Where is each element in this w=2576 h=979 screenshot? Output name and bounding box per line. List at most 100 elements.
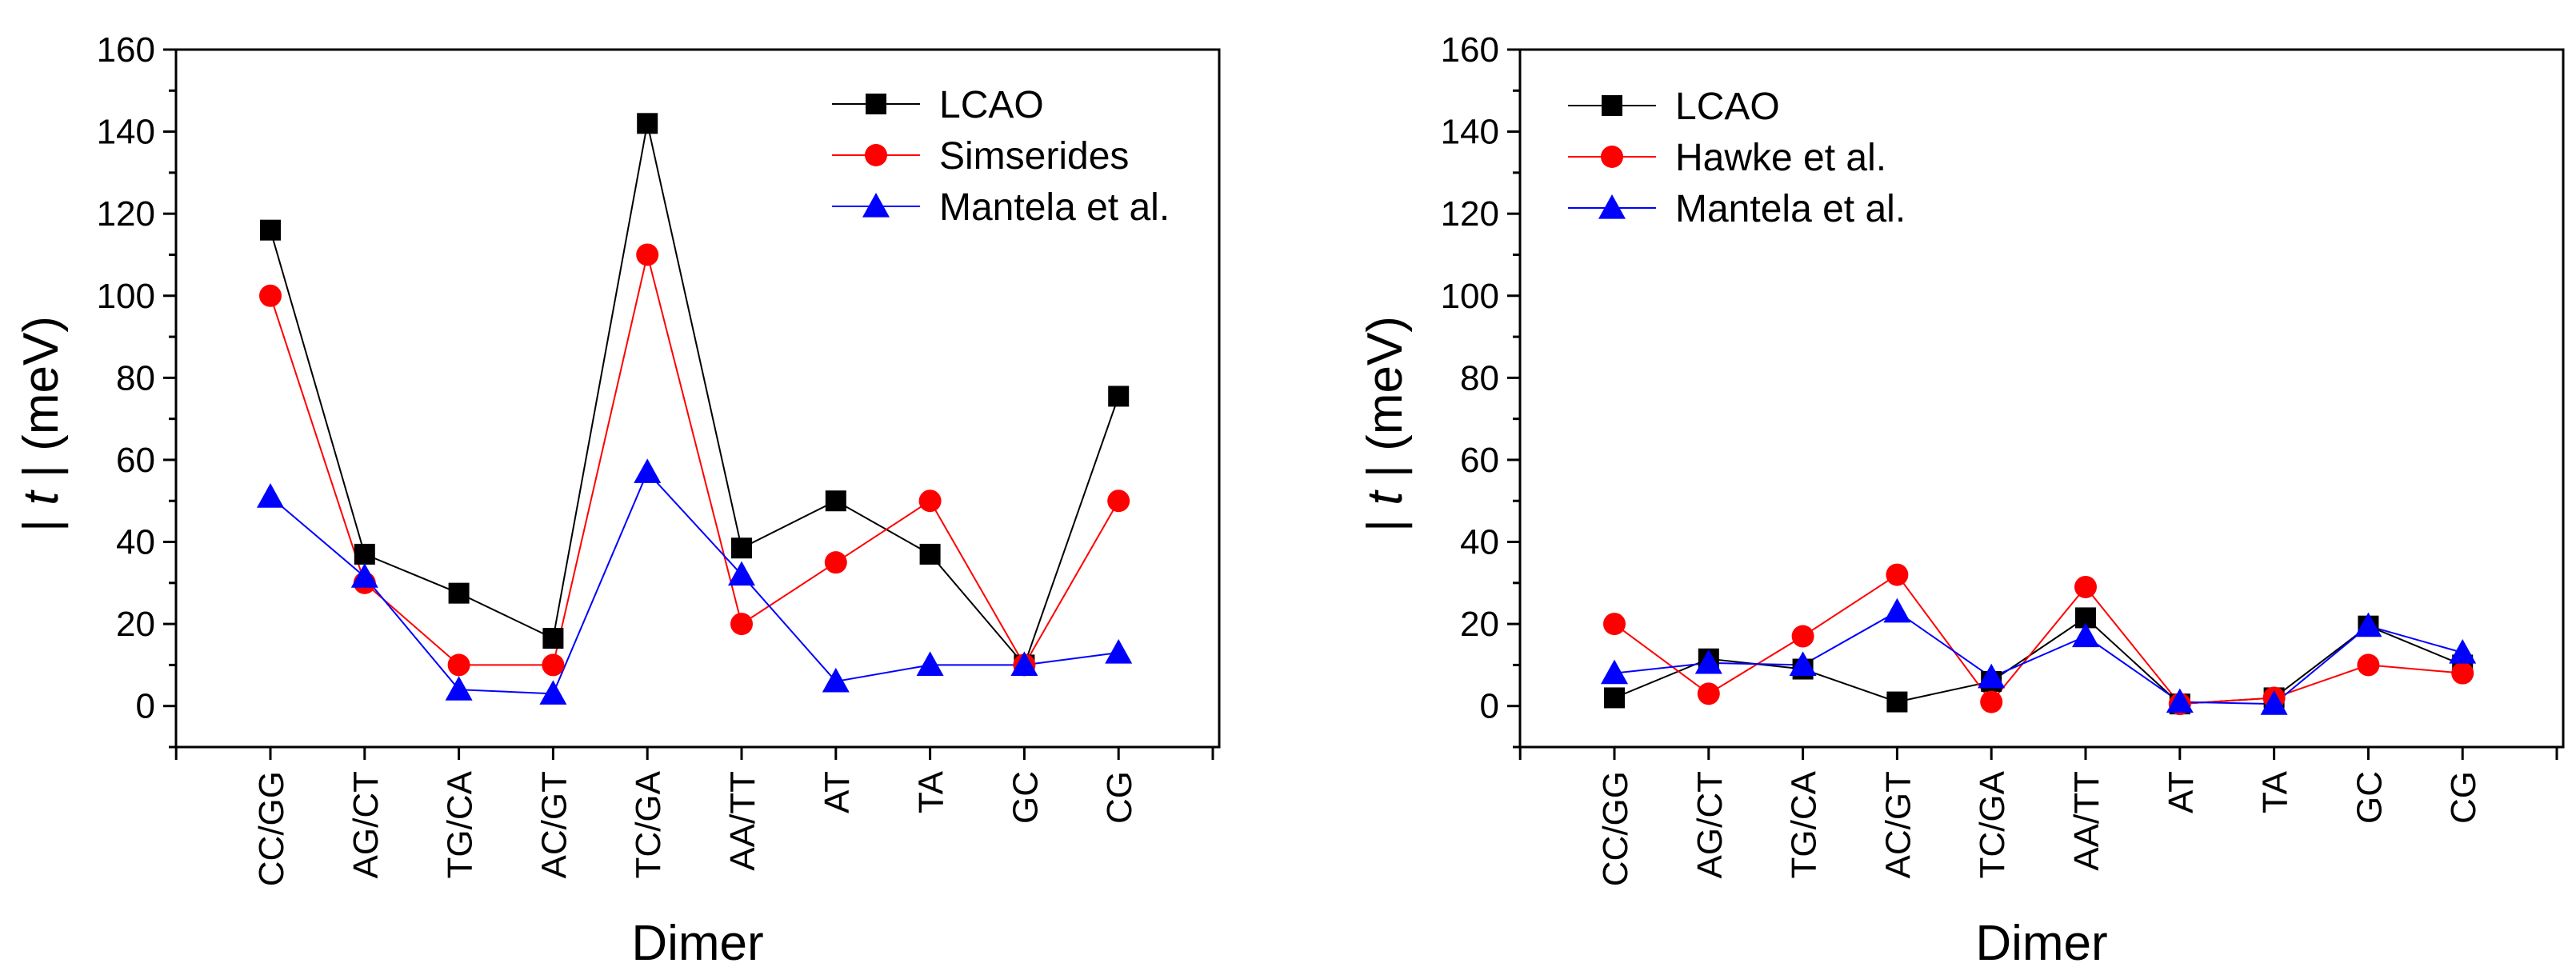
right-point-mantela-et-al: [1883, 597, 1911, 623]
left-y-tick-label: 120: [97, 194, 155, 234]
left-y-tick-label: 20: [116, 605, 155, 644]
right-legend-label-lcao: LCAO: [1675, 86, 1780, 128]
right-x-tick-label: TC/GA: [1973, 770, 2012, 878]
right-legend-marker-hawke-et-al: [1601, 146, 1623, 168]
left-legend-marker-simserides: [865, 144, 887, 166]
right-y-tick-label: 120: [1441, 194, 1499, 234]
left-point-simserides: [447, 653, 470, 677]
left-y-tick-label: 100: [97, 277, 155, 316]
left-point-lcao: [1108, 386, 1130, 407]
right-y-tick-label: 140: [1441, 113, 1499, 152]
left-point-simserides: [1107, 490, 1130, 513]
left-x-tick-label: TC/GA: [629, 770, 668, 878]
right-point-mantela-et-al: [1978, 663, 2006, 689]
left-x-tick-label: AC/GT: [534, 771, 574, 878]
left-series-line-lcao: [270, 123, 1120, 667]
left-chart-panel: | t | (meV) Dimer 0 20 40 60 80 100 120 140 160 C…: [14, 30, 1221, 971]
right-y-tick-label: 0: [1480, 687, 1499, 726]
right-point-mantela-et-al: [1694, 649, 1722, 674]
left-legend-label-lcao: LCAO: [939, 84, 1044, 126]
left-legend-label-mantela-et-al: Mantela et al.: [939, 186, 1170, 229]
left-legend-marker-lcao: [866, 94, 886, 114]
right-point-mantela-et-al: [2072, 622, 2099, 648]
right-x-tick-label: CG: [2444, 771, 2483, 824]
left-point-mantela-et-al: [257, 483, 284, 508]
left-series-group: [257, 113, 1133, 705]
left-x-tick-label: CG: [1100, 771, 1139, 824]
left-point-lcao: [731, 537, 752, 559]
left-point-mantela-et-al: [350, 563, 378, 588]
left-x-tick-label: GC: [1006, 771, 1045, 824]
right-x-tick-label: CC/GG: [1596, 771, 1635, 886]
right-legend-marker-lcao: [1602, 95, 1622, 116]
left-point-lcao: [919, 543, 941, 565]
right-y-tick-label: 80: [1460, 358, 1499, 398]
left-y-tick-label: 60: [116, 441, 155, 480]
right-x-tick-label: TA: [2256, 770, 2295, 813]
right-point-hawke-et-al: [2451, 661, 2474, 685]
left-point-mantela-et-al: [634, 458, 662, 483]
right-point-hawke-et-al: [1697, 682, 1720, 705]
right-point-hawke-et-al: [1791, 625, 1814, 648]
right-point-hawke-et-al: [1603, 613, 1626, 636]
right-x-axis-title: Dimer: [1975, 916, 2107, 971]
left-legend: LCAO Simserides Mantela et al.: [832, 84, 1170, 229]
right-series-line-hawke-et-al: [1614, 573, 2463, 705]
right-y-tick-label: 60: [1460, 441, 1499, 480]
right-x-tick-label: AA/TT: [2067, 771, 2106, 871]
left-y-tick-label: 140: [97, 113, 155, 152]
left-point-lcao: [354, 543, 375, 565]
left-point-simserides: [259, 284, 282, 307]
right-x-tick-label: GC: [2350, 771, 2389, 824]
left-point-lcao: [260, 219, 281, 241]
left-y-tick-label: 0: [136, 687, 155, 726]
left-x-tick-label: AA/TT: [723, 771, 762, 871]
left-x-tick-label: TA: [912, 770, 951, 813]
right-point-hawke-et-al: [1886, 563, 1909, 586]
left-y-axis-title: | t | (meV): [14, 316, 69, 532]
right-y-axis-title: | t | (meV): [1358, 316, 1413, 532]
left-point-mantela-et-al: [916, 651, 944, 677]
left-point-mantela-et-al: [445, 676, 473, 701]
right-x-tick-label: AT: [2162, 771, 2201, 813]
right-legend-marker-mantela-et-al: [1598, 194, 1626, 219]
left-legend-label-simserides: Simserides: [939, 135, 1129, 178]
left-legend-marker-mantela-et-al: [862, 193, 890, 218]
left-point-lcao: [448, 582, 470, 604]
right-point-mantela-et-al: [1601, 659, 1628, 685]
right-axes: 0 20 40 60 80 100 120 140 160 CC/GG AG/CT TG/CA AC/G…: [1441, 30, 2565, 886]
left-x-axis-title: Dimer: [631, 916, 763, 971]
left-point-mantela-et-al: [1010, 651, 1038, 677]
left-point-simserides: [730, 613, 753, 636]
left-plot-frame: [174, 48, 1221, 749]
right-point-mantela-et-al: [2449, 639, 2477, 664]
left-point-lcao: [825, 490, 846, 512]
right-point-hawke-et-al: [2074, 575, 2097, 598]
right-series-line-mantela-et-al: [1614, 610, 2463, 705]
right-point-mantela-et-al: [1789, 651, 1817, 677]
left-series-line-mantela-et-al: [270, 470, 1119, 695]
left-x-tick-label: TG/CA: [441, 770, 480, 878]
left-point-mantela-et-al: [728, 561, 755, 586]
right-plot-frame: [1518, 48, 2565, 749]
right-point-hawke-et-al: [2357, 653, 2380, 677]
right-legend-label-mantela-et-al: Mantela et al.: [1675, 188, 1906, 230]
left-point-mantela-et-al: [539, 680, 567, 705]
right-series-group: [1601, 563, 2477, 716]
right-point-lcao: [1886, 691, 1908, 713]
left-point-mantela-et-al: [1105, 639, 1133, 664]
left-x-tick-label: AG/CT: [346, 771, 386, 878]
right-y-tick-label: 40: [1460, 523, 1499, 562]
right-point-mantela-et-al: [2260, 690, 2288, 715]
left-point-lcao: [542, 628, 564, 649]
left-point-lcao: [637, 113, 658, 134]
right-point-mantela-et-al: [2354, 612, 2382, 637]
right-x-tick-label: TG/CA: [1785, 770, 1824, 878]
right-point-lcao: [1604, 687, 1625, 709]
right-chart-panel: | t | (meV) Dimer 0 20 40 60 80 100 120 140 160 C…: [1358, 30, 2565, 971]
left-axes: 0 20 40 60 80 100 120 140 160 CC/GG AG/CT TG/CA AC/G…: [97, 30, 1221, 886]
right-point-hawke-et-al: [1980, 690, 2003, 713]
right-legend: LCAO Hawke et al. Mantela et al.: [1568, 86, 1906, 230]
left-point-simserides: [824, 551, 847, 574]
